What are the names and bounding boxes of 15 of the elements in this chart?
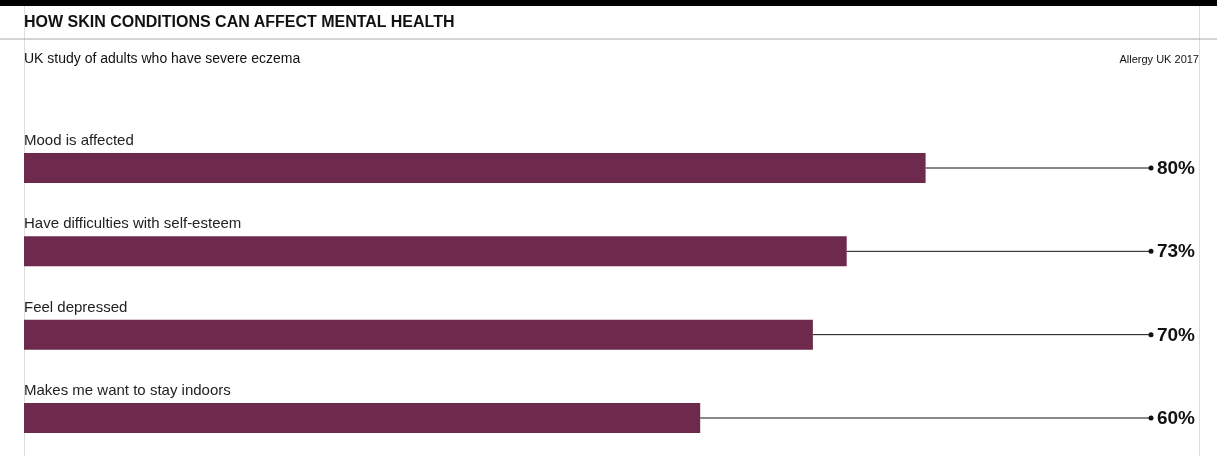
chart-title: HOW SKIN CONDITIONS CAN AFFECT MENTAL HEALTH — [24, 13, 455, 30]
bar — [24, 153, 926, 183]
data-label: 73% — [1156, 240, 1196, 262]
data-label: 60% — [1156, 407, 1196, 428]
y-tick-label: Mood is affected — [24, 131, 134, 148]
y-tick-label: Feel depressed — [24, 297, 128, 315]
bar — [24, 236, 847, 267]
data-label: 80% — [1156, 157, 1196, 178]
bar — [24, 403, 701, 433]
y-tick-label: Have difficulties with self-esteem — [24, 214, 242, 232]
data-label: 70% — [1156, 323, 1196, 345]
chart-subtitle: UK study of adults who have severe eczema — [24, 50, 301, 66]
bar — [24, 319, 813, 350]
y-tick-label: Makes me want to stay indoors — [24, 381, 231, 398]
text: Allergy UK 2017 — [1119, 53, 1199, 65]
